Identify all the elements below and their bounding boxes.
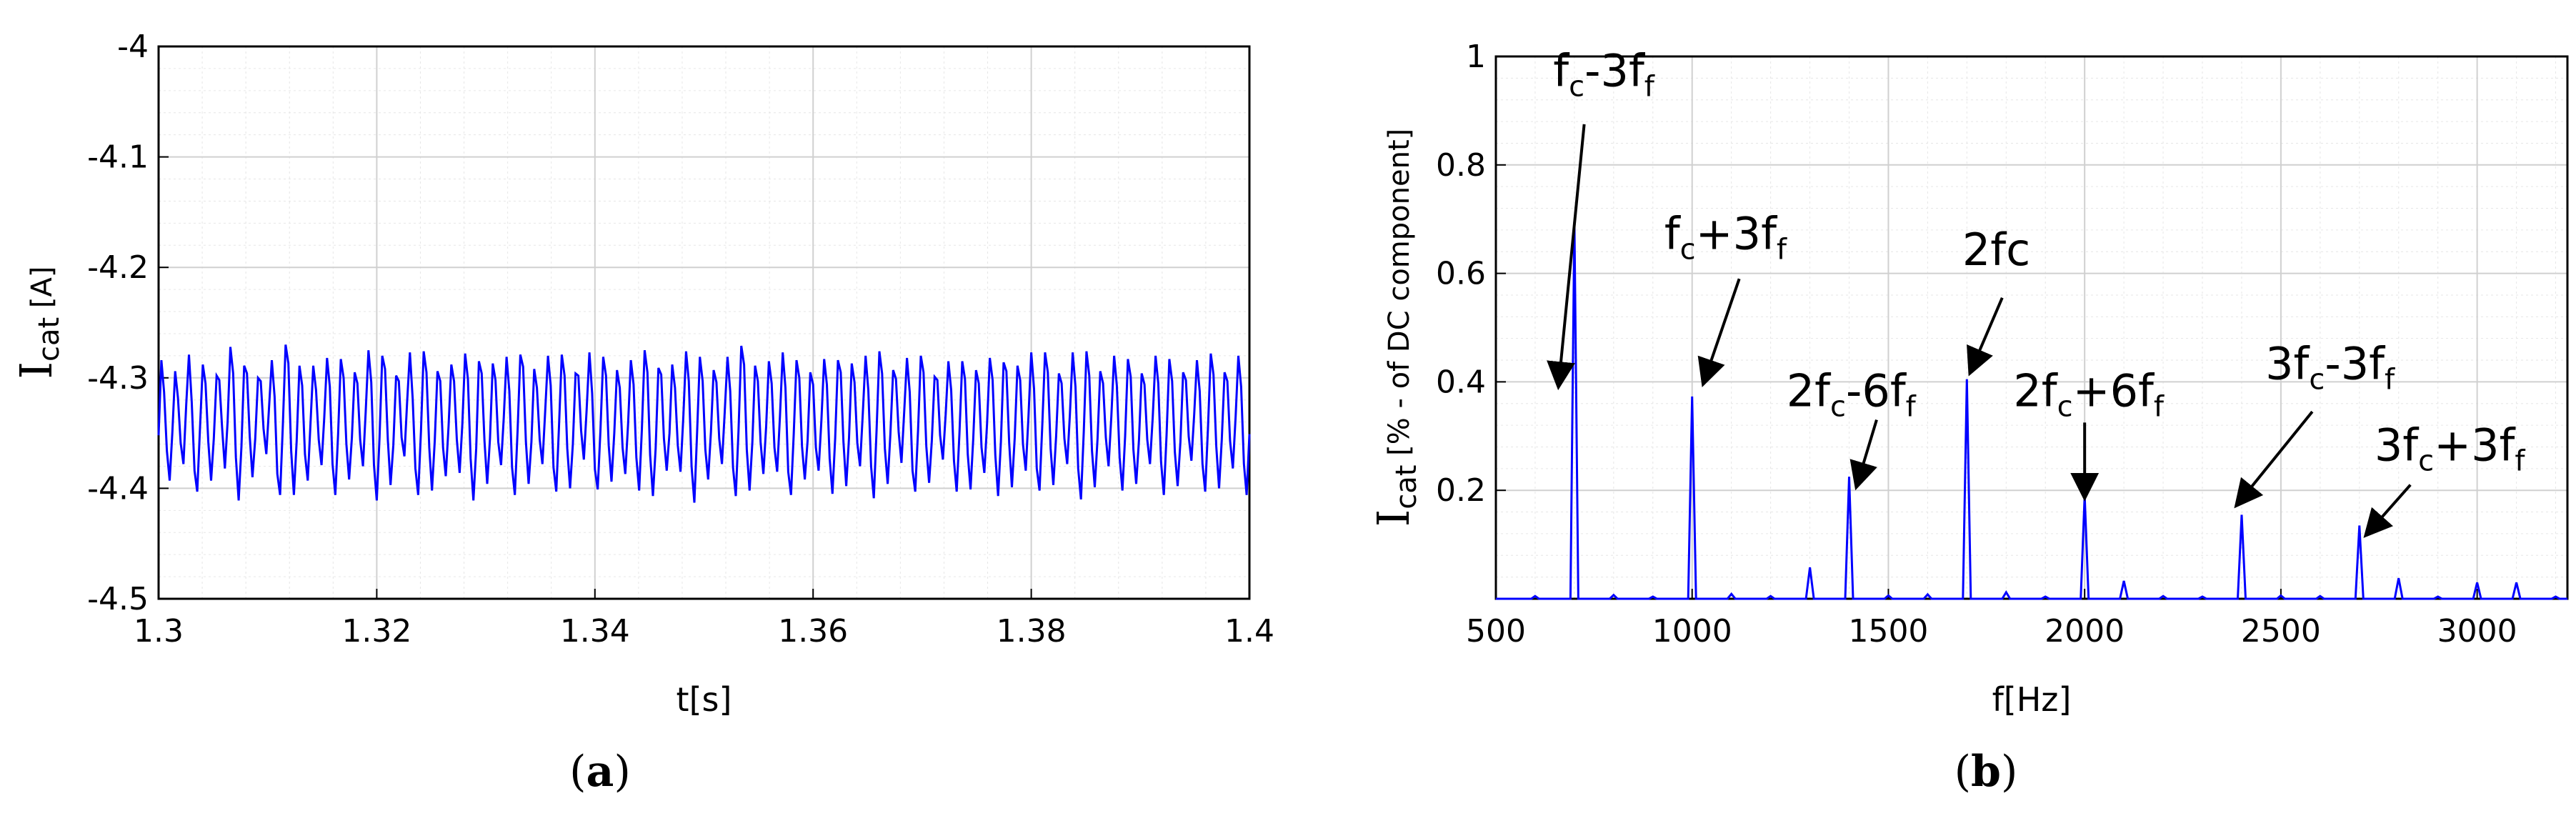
y-tick-label: 1 (1466, 39, 1486, 75)
annotation-text: +3f (2434, 419, 2516, 471)
panel-a-series-line (157, 344, 1251, 503)
panel-a-y-label-rest: [A] (26, 267, 59, 317)
panel-b-y-label-rest: [% - of DC component] (1383, 129, 1416, 465)
annotation-3fc-3ff: 3fc-3ff (2234, 338, 2395, 509)
y-tick-label: 0.8 (1436, 147, 1486, 184)
panel-a-plot-area (157, 45, 1251, 600)
y-tick-label: 0.2 (1436, 472, 1486, 509)
y-tick-label: 0.6 (1436, 256, 1486, 292)
y-tick-label: -4.2 (87, 249, 149, 286)
y-tick-label: -4.5 (87, 581, 149, 617)
x-tick-label: 1000 (1652, 613, 1732, 650)
annotation-arrow (1697, 278, 1741, 387)
annotation-subscript: f (1777, 233, 1787, 266)
annotation-subscript: c (2309, 364, 2325, 397)
annotation-text: +3f (1696, 207, 1778, 259)
panel-a-y-axis-label: Icat [A] (10, 267, 66, 379)
x-tick-label: 3000 (2437, 613, 2517, 650)
annotation-text: 3f (2265, 338, 2310, 390)
x-tick-label: 1.38 (997, 613, 1067, 650)
annotation-label: fc-3ff (1553, 45, 1654, 104)
panel-a-caption: (a) (569, 747, 631, 797)
panel-b-caption-letter: b (1971, 747, 2001, 797)
annotation-subscript: c (1680, 233, 1696, 266)
panel-a-caption-open: ( (569, 747, 586, 797)
panel-b-spectrum-line (1496, 222, 2567, 600)
annotation-2fc+6ff: 2fc+6ff (2013, 365, 2165, 502)
annotation-fc-3ff: fc-3ff (1547, 45, 1655, 391)
panel-b: 500 1000 1500 2000 2500 3000 0.20.40.60.81 fc… (1367, 39, 2569, 797)
panel-a-x-axis-label: t[s] (677, 680, 732, 719)
panel-a-caption-letter: a (586, 747, 614, 797)
panel-a-caption-close: ) (614, 747, 630, 797)
annotation-text: f (1553, 45, 1570, 97)
y-tick-label: -4.4 (87, 470, 149, 507)
x-tick-label: 1.4 (1224, 613, 1274, 650)
x-tick-label: 2000 (2045, 613, 2125, 650)
y-tick-label: -4 (117, 29, 149, 65)
annotation-subscript: f (2154, 391, 2165, 424)
y-tick-label: 0.4 (1436, 364, 1486, 400)
annotation-2fc-6ff: 2fc-6ff (1787, 365, 1917, 491)
y-tick-label: -4.1 (87, 139, 149, 176)
annotation-subscript: f (2515, 444, 2525, 477)
annotation-3fc+3ff: 3fc+3ff (2363, 419, 2526, 538)
panel-b-caption-close: ) (2001, 747, 2017, 797)
annotation-text: f (1664, 207, 1682, 259)
panel-b-caption: (b) (1955, 747, 2018, 797)
annotation-label: fc+3ff (1664, 207, 1787, 266)
annotation-2fc: 2fc (1962, 224, 2030, 377)
x-tick-label: 1.34 (560, 613, 630, 650)
annotation-label: 2fc-6ff (1787, 365, 1917, 424)
annotation-subscript: f (1906, 391, 1917, 424)
annotation-text: 2f (1787, 365, 1832, 417)
x-tick-label: 1500 (1848, 613, 1928, 650)
panel-b-x-axis-label: f[Hz] (1992, 680, 2072, 719)
panel-a: 1.3 1.32 1.34 1.36 1.38 1.4 -4.5-4.4-4.3-4.2-… (10, 29, 1274, 797)
x-tick-label: 2500 (2241, 613, 2321, 650)
annotation-text: 2f (2013, 365, 2058, 417)
panel-b-y-label-sub: cat (1390, 465, 1423, 509)
annotation-text: -3f (1584, 45, 1646, 97)
panel-b-grid (1495, 56, 2567, 599)
panel-b-y-label-main: I (1367, 509, 1419, 527)
x-tick-label: 500 (1466, 613, 1526, 650)
panel-a-y-label-sub: cat (33, 317, 66, 362)
annotation-arrow (2363, 484, 2412, 538)
y-tick-label: -4.3 (87, 360, 149, 397)
annotation-label: 3fc+3ff (2375, 419, 2526, 477)
panel-a-x-ticks: 1.3 1.32 1.34 1.36 1.38 1.4 (134, 589, 1274, 650)
x-tick-label: 1.3 (134, 613, 184, 650)
panel-b-x-ticks: 500 1000 1500 2000 2500 3000 (1466, 589, 2517, 650)
annotation-text: -6f (1846, 365, 1907, 417)
annotation-fc+3ff: fc+3ff (1664, 207, 1787, 387)
x-tick-label: 1.32 (341, 613, 411, 650)
annotation-label: 3fc-3ff (2265, 338, 2395, 397)
annotation-label: 2fc+6ff (2013, 365, 2165, 424)
annotation-subscript: c (2418, 444, 2434, 477)
annotation-text: 3f (2375, 419, 2420, 471)
annotation-subscript: c (2057, 391, 2073, 424)
panel-a-y-label-main: I (10, 362, 62, 379)
panel-b-caption-open: ( (1955, 747, 1971, 797)
annotation-text: -3f (2325, 338, 2386, 390)
panel-b-y-ticks: 0.2 0.4 0.6 0.8 1 (1436, 39, 1506, 509)
annotation-subscript: c (1830, 391, 1846, 424)
annotation-label: 2fc (1962, 224, 2030, 276)
annotation-text: +6f (2073, 365, 2155, 417)
annotation-arrow (2234, 410, 2314, 509)
annotation-text: 2fc (1962, 224, 2030, 276)
x-tick-label: 1.36 (778, 613, 848, 650)
panel-b-y-axis-label: Icat [% - of DC component] (1367, 129, 1423, 527)
annotation-subscript: f (1644, 71, 1655, 104)
panel-a-y-ticks: -4.5 -4.4 -4.3 -4.2 -4.1 -4 (87, 29, 169, 617)
annotation-arrow (1849, 419, 1878, 491)
annotation-subscript: f (2385, 364, 2395, 397)
annotation-arrow (1547, 124, 1586, 391)
annotation-subscript: c (1569, 71, 1584, 104)
annotation-arrow (1967, 297, 2004, 377)
